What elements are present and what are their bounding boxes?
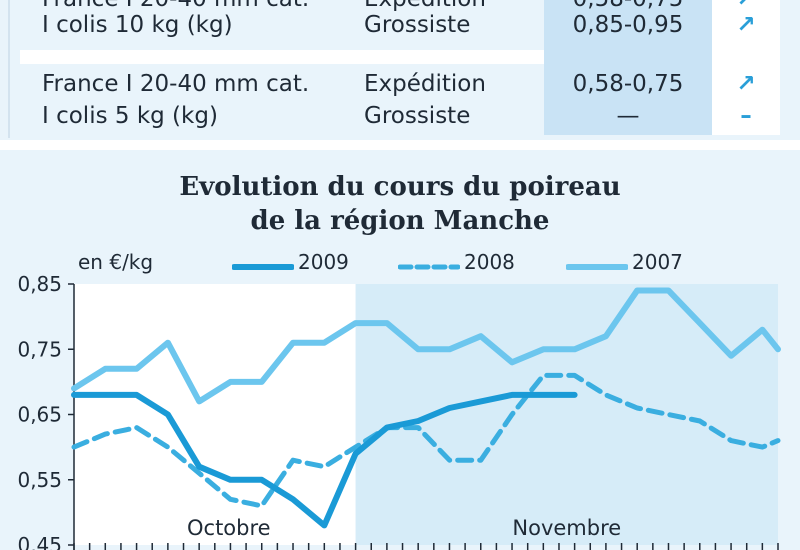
table-left-rule [8,0,10,138]
price-table: France I 20-40 mm cat. I colis 10 kg (kg… [0,0,800,140]
series-line-2008 [71,372,781,509]
row2-product-line2: I colis 5 kg (kg) [42,103,218,129]
row2-price-line2: — [616,103,640,129]
month-band-octobre [74,284,356,545]
month-band-novembre [355,284,778,545]
legend-swatch-2009 [232,264,294,270]
legend-swatch-2007 [566,264,628,270]
legend-label-2008: 2008 [464,250,515,274]
chart-title-line1: Evolution du cours du poireau [179,172,621,202]
y-tick-label: 0,65 [17,403,62,427]
row-separator-price [544,50,712,64]
row1-stage-line1: Expédition [364,0,486,15]
row1-trend-up-icon-1: ↗ [712,0,780,15]
y-axis-unit-label: en €/kg [78,250,154,274]
row1-stage-line2: Grossiste [364,12,471,38]
row1-product-line2: I colis 10 kg (kg) [42,12,233,38]
chart-title-line2: de la région Manche [250,206,550,236]
chart-panel: Evolution du cours du poireau de la régi… [0,150,800,550]
legend-label-2009: 2009 [298,250,349,274]
series-line-2007 [71,287,781,405]
legend-item-2009: 2009 [232,250,362,276]
row1-trend-up-icon-2: ↗ [736,12,756,38]
y-tick-label: 0,85 [17,272,62,296]
trend-column-band [712,0,780,135]
row2-stage-line1: Expédition [364,71,486,97]
month-label-novembre: Novembre [512,516,621,540]
legend-label-2007: 2007 [632,250,683,274]
row1-price-line2: 0,85-0,95 [572,12,684,38]
row2-trend-up-icon: ↗ [736,71,756,97]
month-label-octobre: Octobre [187,516,271,540]
row1-product-line1: France I 20-40 mm cat. [42,0,309,15]
legend-swatch-2008 [398,264,460,270]
y-tick-label: 0,55 [17,468,62,492]
row2-product-line1: France I 20-40 mm cat. [42,71,310,97]
legend-item-2008: 2008 [398,250,528,276]
legend-item-2007: 2007 [566,250,696,276]
series-line-2009 [71,391,578,529]
line-chart: 0,45 0,55 0,65 0,75 0,85 Octobre Novembre [17,272,781,550]
price-column-band [544,0,712,135]
row2-price-line1: 0,58-0,75 [572,71,684,97]
row2-trend-stable-icon: – [740,103,752,129]
row2-stage-line2: Grossiste [364,103,471,129]
y-tick-label: 0,75 [17,337,62,361]
y-tick-label: 0,45 [17,533,62,550]
row1-price-line1: 0,58-0,75 [544,0,712,15]
